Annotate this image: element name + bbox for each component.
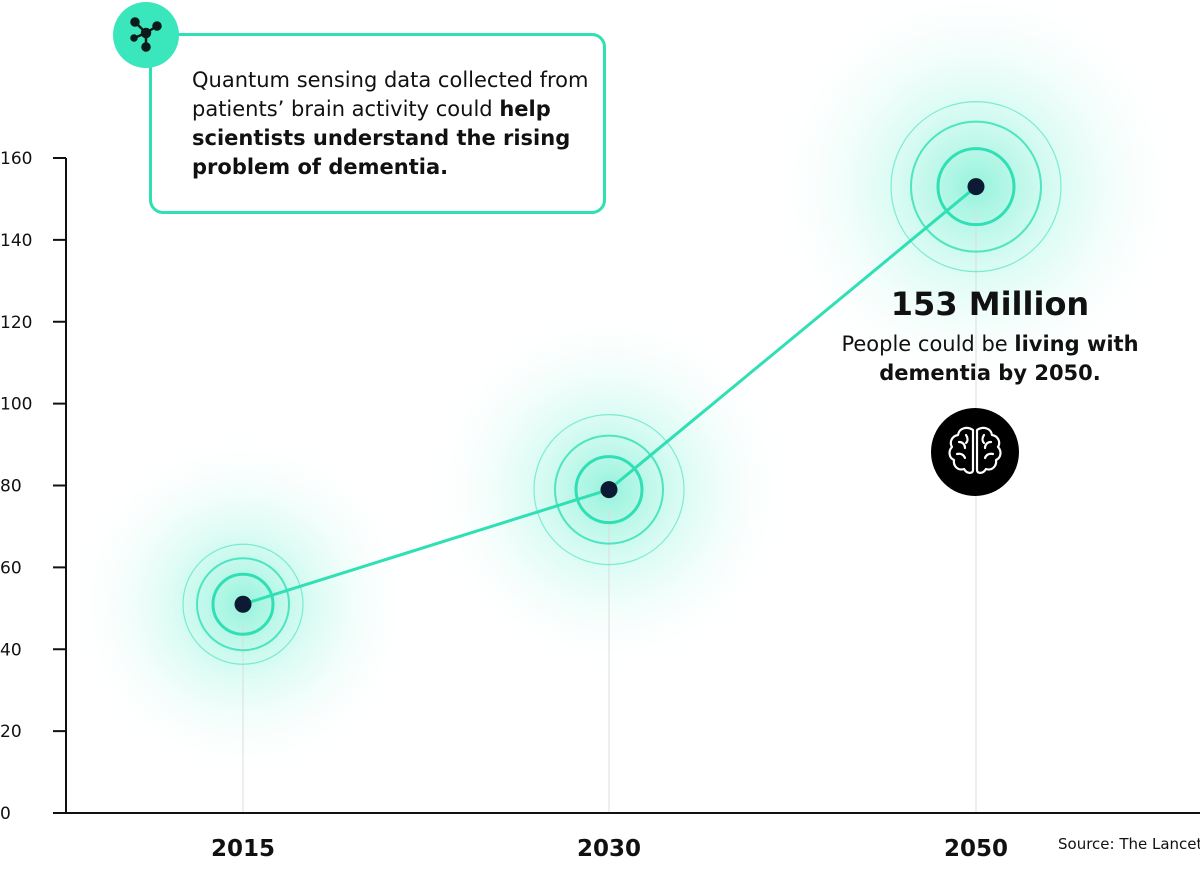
data-point-2015 — [234, 595, 252, 613]
ring-inner-2030 — [574, 455, 644, 525]
y-tick-label-140: 140 — [0, 231, 32, 251]
ring-middle-2030 — [554, 434, 664, 545]
callout-text-bold: help scientists understand the rising pr… — [192, 97, 571, 179]
callout-text: Quantum sensing data collected from pati… — [192, 66, 592, 182]
network-molecule-icon — [113, 2, 179, 68]
annotation-text-regular: People could be — [841, 332, 1015, 356]
ring-outer-2015 — [182, 543, 304, 665]
y-tick-label-80: 80 — [0, 477, 22, 497]
x-tick-label-2050: 2050 — [944, 836, 1008, 862]
y-tick-label-60: 60 — [0, 558, 22, 578]
y-tick-label-120: 120 — [0, 313, 32, 333]
data-point-2050 — [967, 178, 985, 196]
annotation: 153 Million People could be living with … — [800, 282, 1180, 388]
ring-inner-2050 — [936, 147, 1016, 227]
source-note: Source: The Lancet — [1058, 835, 1200, 853]
callout-box: Quantum sensing data collected from pati… — [149, 33, 606, 214]
ring-middle-2050 — [910, 120, 1042, 253]
y-tick-label-20: 20 — [0, 722, 22, 742]
ring-inner-2015 — [211, 572, 275, 636]
ring-outer-2050 — [890, 101, 1062, 273]
y-tick-label-100: 100 — [0, 395, 32, 415]
y-tick-label-0: 0 — [0, 804, 11, 824]
brain-icon — [931, 408, 1019, 496]
annotation-text: People could be living with dementia by … — [800, 330, 1180, 388]
data-point-2030 — [600, 481, 618, 499]
callout-text-regular: Quantum sensing data collected from pati… — [192, 68, 589, 121]
annotation-value: 153 Million — [890, 285, 1090, 323]
ring-middle-2015 — [196, 557, 290, 652]
annotation-text-bold: living with dementia by 2050. — [879, 332, 1139, 385]
ring-outer-2030 — [533, 413, 685, 566]
x-tick-label-2030: 2030 — [577, 836, 641, 862]
x-tick-label-2015: 2015 — [211, 836, 275, 862]
glow-2050 — [766, 0, 1186, 397]
y-tick-label-40: 40 — [0, 640, 22, 660]
y-tick-label-160: 160 — [0, 149, 32, 169]
